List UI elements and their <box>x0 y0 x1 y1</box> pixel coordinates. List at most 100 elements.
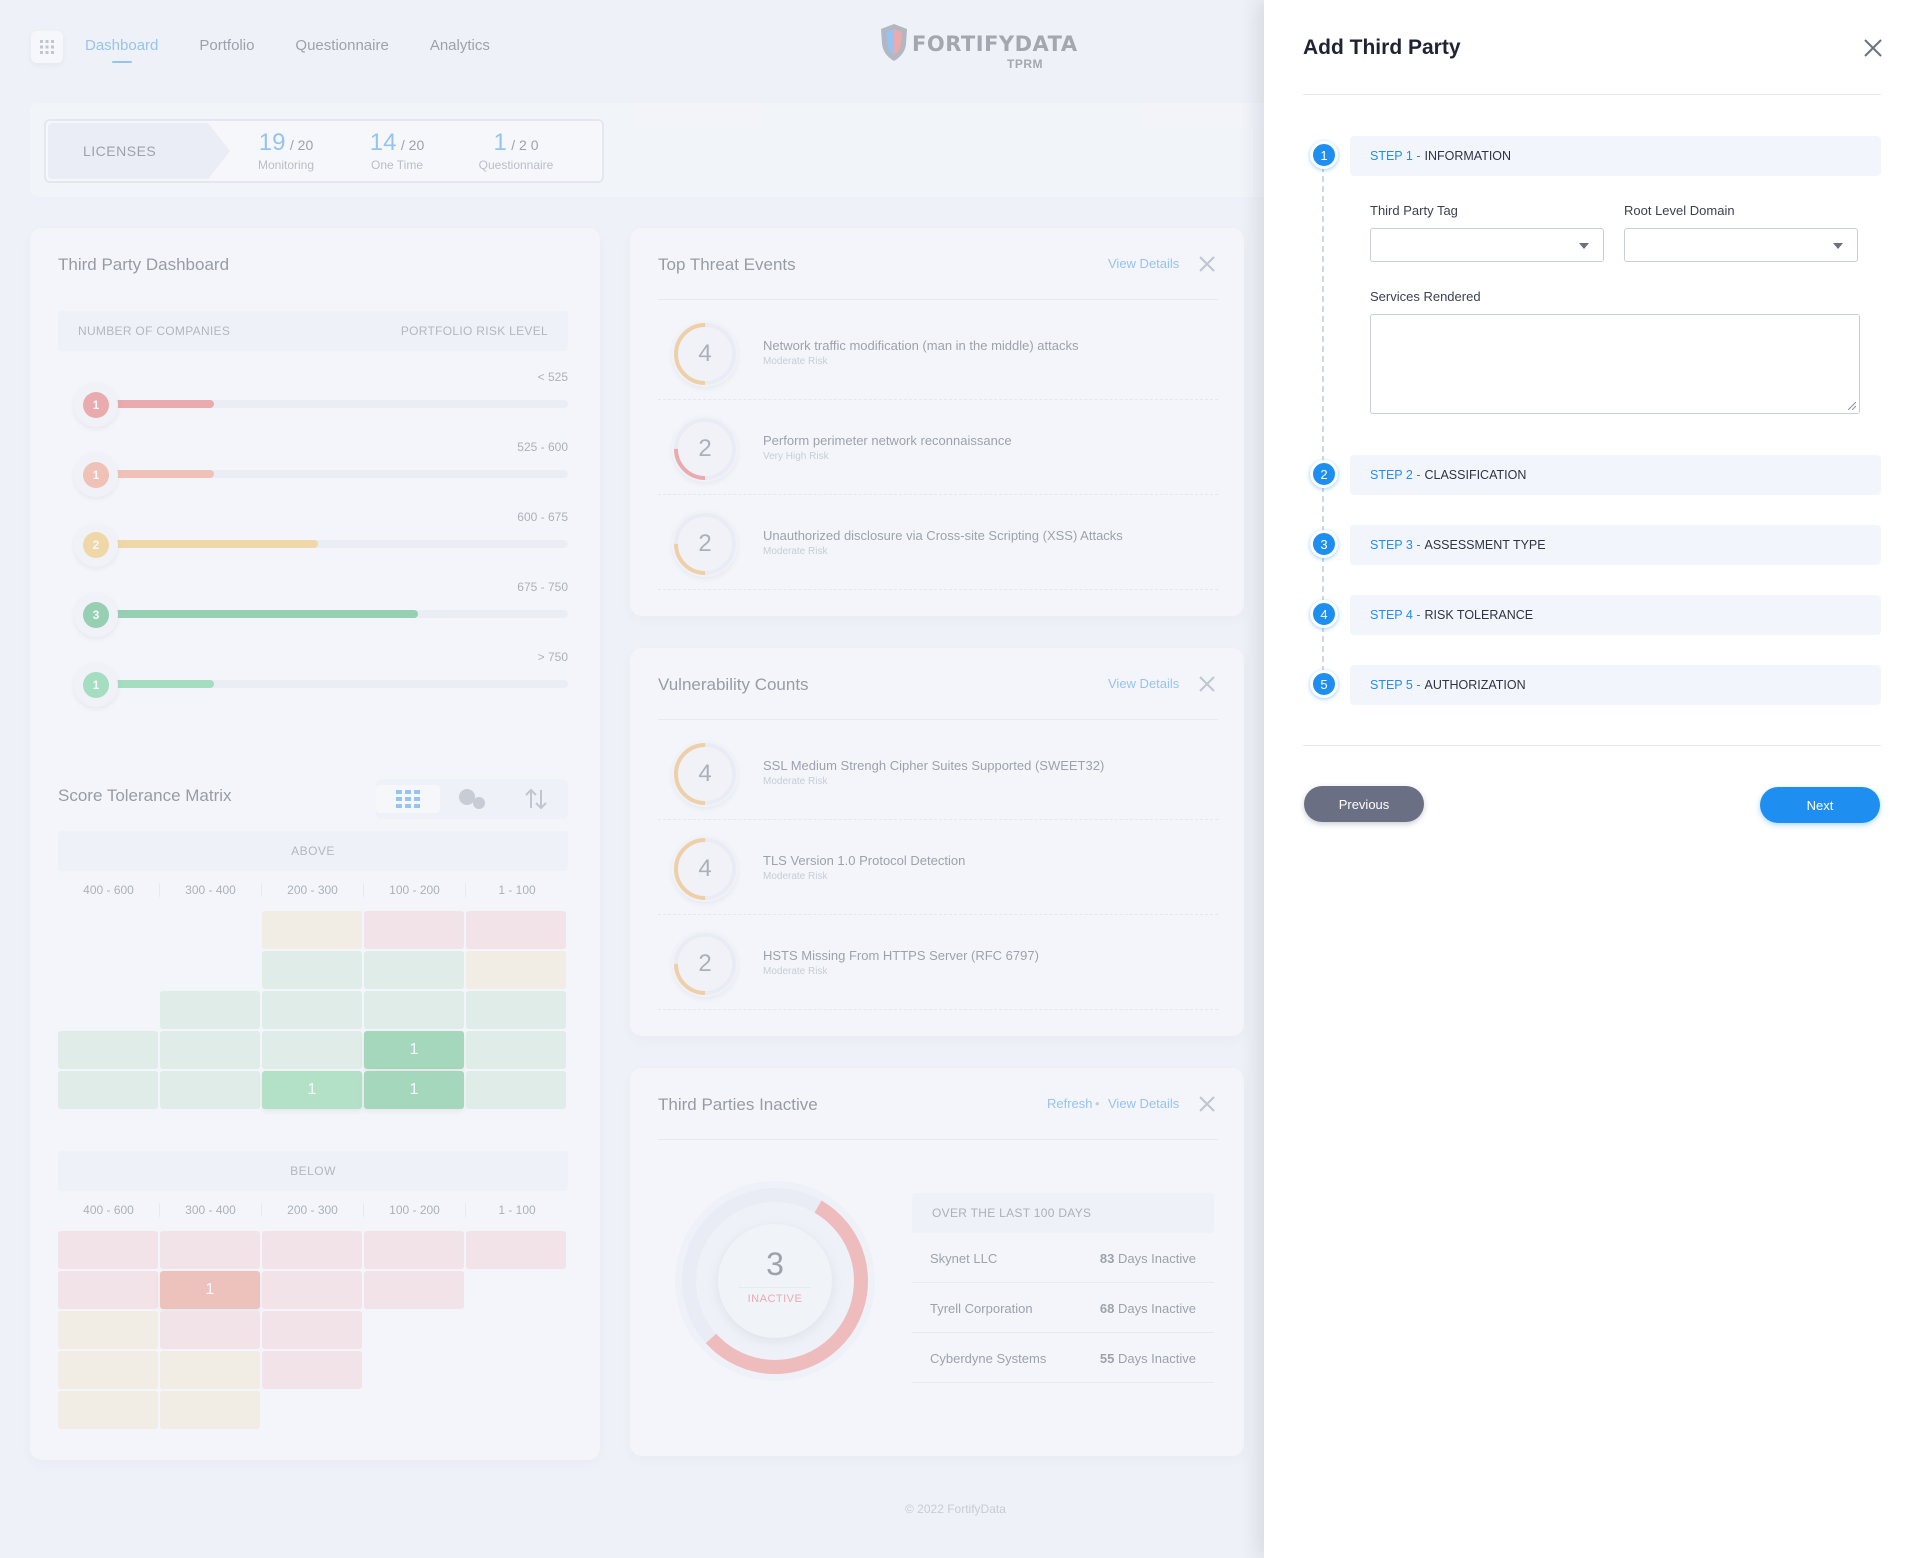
matrix-cell <box>262 1231 362 1269</box>
matrix-cell <box>160 1231 260 1269</box>
risk-range-label: 675 - 750 <box>517 580 568 594</box>
top-threats-view-details[interactable]: View Details <box>1108 256 1180 271</box>
item-count: 4 <box>698 855 712 882</box>
nav-portfolio[interactable]: Portfolio <box>199 37 255 54</box>
inactive-days-count: 83 <box>1099 1251 1115 1266</box>
inactive-count: 3 <box>766 1246 784 1282</box>
step-5-prefix: STEP 5 - <box>1370 678 1421 692</box>
matrix-cell-value: 1 <box>160 1271 260 1309</box>
inactive-days-suffix: Days Inactive <box>1117 1301 1196 1316</box>
next-button[interactable]: Next <box>1760 787 1880 823</box>
license-one-time-label: One Time <box>370 158 424 172</box>
item-title[interactable]: Unauthorized disclosure via Cross-site S… <box>763 528 1123 543</box>
sort-icon[interactable] <box>504 785 568 813</box>
nav-questionnaire[interactable]: Questionnaire <box>295 37 389 54</box>
step-4-name: RISK TOLERANCE <box>1424 608 1534 622</box>
inactive-view-details[interactable]: View Details <box>1108 1096 1180 1111</box>
bubble-view-icon[interactable] <box>440 785 504 813</box>
risk-count: 1 <box>83 672 109 698</box>
inactive-company[interactable]: Tyrell Corporation <box>930 1301 1033 1316</box>
matrix-cell <box>262 951 362 989</box>
license-monitoring-total: / 20 <box>289 137 314 153</box>
count-gauge: 2 <box>672 416 738 482</box>
risk-level-row: 600 - 675 2 <box>74 510 568 567</box>
matrix-cell <box>160 1391 260 1429</box>
matrix-col: 1 - 100 <box>498 883 536 897</box>
risk-count-badge: 2 <box>74 523 118 567</box>
count-gauge: 4 <box>672 741 738 807</box>
inactive-days-suffix: Days Inactive <box>1117 1251 1196 1266</box>
vulnerability-view-details[interactable]: View Details <box>1108 676 1180 691</box>
matrix-cell-value: 1 <box>364 1071 464 1109</box>
grid-view-icon[interactable] <box>376 785 440 813</box>
vulnerability-card: Vulnerability Counts View Details 4 SSL M… <box>630 648 1244 1036</box>
inactive-company[interactable]: Cyberdyne Systems <box>930 1351 1047 1366</box>
license-monitoring-label: Monitoring <box>257 158 315 172</box>
inactive-days: 68 Days Inactive <box>1100 1301 1196 1316</box>
top-threats-title: Top Threat Events <box>658 255 796 274</box>
step-5-number: 5 <box>1310 670 1338 698</box>
item-title[interactable]: Network traffic modification (man in the… <box>763 338 1079 353</box>
inactive-link-separator: • <box>1095 1096 1100 1111</box>
list-item: 2 HSTS Missing From HTTPS Server (RFC 679… <box>658 916 1218 1010</box>
nav-analytics[interactable]: Analytics <box>429 37 490 54</box>
matrix-below-columns: 400 - 600 300 - 400 200 - 300 100 - 200 … <box>58 1203 568 1217</box>
close-icon[interactable] <box>1198 1095 1216 1113</box>
matrix-cell <box>364 951 464 989</box>
item-title[interactable]: Perform perimeter network reconnaissance <box>763 433 1012 448</box>
matrix-cell <box>160 1351 260 1389</box>
inactive-row: Cyberdyne Systems 55 Days Inactive <box>912 1333 1214 1383</box>
item-title[interactable]: HSTS Missing From HTTPS Server (RFC 6797… <box>763 948 1039 963</box>
inactive-donut <box>675 1181 875 1381</box>
step-4-prefix: STEP 4 - <box>1370 608 1421 622</box>
matrix-cell <box>58 1231 158 1269</box>
license-monitoring-value: 19 <box>258 129 286 156</box>
item-risk-level: Moderate Risk <box>763 966 828 977</box>
step-1-number: 1 <box>1310 141 1338 169</box>
license-one-time: 14 / 20 One Time <box>342 129 452 172</box>
resize-grip-icon[interactable] <box>1848 402 1856 410</box>
license-questionnaire-value: 1 <box>493 129 507 156</box>
step-5-header[interactable]: STEP 5 - AUTHORIZATION <box>1350 665 1881 705</box>
inactive-row: Tyrell Corporation 68 Days Inactive <box>912 1283 1214 1333</box>
root-level-domain-select[interactable] <box>1624 228 1858 262</box>
logo-brand: FORTIFYDATA <box>912 32 1078 56</box>
item-risk-level: Moderate Risk <box>763 871 828 882</box>
item-risk-level: Moderate Risk <box>763 356 828 367</box>
step-3-header[interactable]: STEP 3 - ASSESSMENT TYPE <box>1350 525 1881 565</box>
previous-button[interactable]: Previous <box>1304 786 1424 822</box>
step-3-name: ASSESSMENT TYPE <box>1424 538 1546 552</box>
matrix-col: 300 - 400 <box>160 1203 262 1217</box>
close-icon[interactable] <box>1862 37 1884 59</box>
services-rendered-input[interactable] <box>1370 314 1860 414</box>
step-3-number: 3 <box>1310 530 1338 558</box>
inactive-company[interactable]: Skynet LLC <box>930 1251 998 1266</box>
close-icon[interactable] <box>1198 255 1216 273</box>
nav-dashboard[interactable]: Dashboard <box>85 37 159 63</box>
item-title[interactable]: TLS Version 1.0 Protocol Detection <box>763 853 966 868</box>
risk-bar-fill <box>114 400 214 408</box>
risk-count-badge: 1 <box>74 383 118 427</box>
risk-level-row: 525 - 600 1 <box>74 440 568 497</box>
third-party-dashboard-card: Third Party Dashboard NUMBER OF COMPANIE… <box>30 228 600 1460</box>
close-icon[interactable] <box>1198 675 1216 693</box>
item-title[interactable]: SSL Medium Strengh Cipher Suites Support… <box>763 758 1105 773</box>
matrix-cell <box>364 911 464 949</box>
matrix-cell <box>58 1071 158 1109</box>
divider <box>1303 94 1881 95</box>
risk-bar-fill <box>114 680 214 688</box>
step-4-header[interactable]: STEP 4 - RISK TOLERANCE <box>1350 595 1881 635</box>
risk-bar-fill <box>114 610 419 618</box>
app-grid-icon[interactable] <box>31 31 63 63</box>
step-1-header[interactable]: STEP 1 - INFORMATION <box>1350 136 1881 176</box>
inactive-arc <box>682 1188 868 1374</box>
risk-bar-track <box>114 610 568 618</box>
risk-count: 2 <box>83 532 109 558</box>
risk-bar-track <box>114 400 568 408</box>
step-2-header[interactable]: STEP 2 - CLASSIFICATION <box>1350 455 1881 495</box>
third-party-tag-select[interactable] <box>1370 228 1604 262</box>
gauge-arc <box>674 323 736 385</box>
inactive-refresh[interactable]: Refresh <box>1047 1096 1093 1111</box>
risk-count-badge: 3 <box>74 593 118 637</box>
item-count: 2 <box>698 435 712 462</box>
